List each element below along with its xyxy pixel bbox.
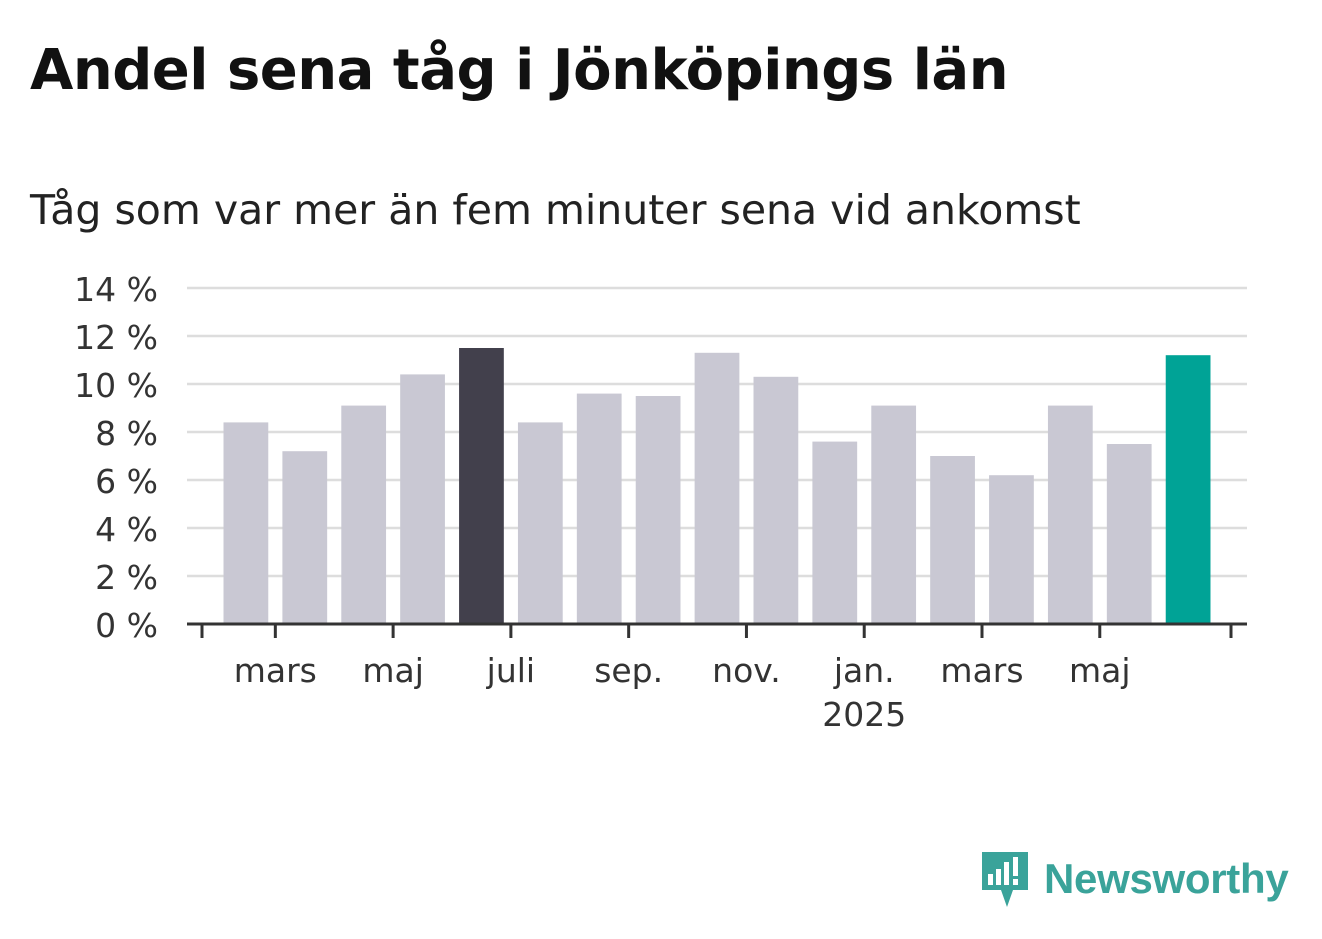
bar-2024-02 bbox=[223, 422, 269, 624]
bar-2024-09 bbox=[635, 396, 681, 624]
x-tick-label: maj bbox=[362, 651, 424, 690]
y-tick-label: 2 % bbox=[95, 558, 158, 597]
brand-logo: Newsworthy bbox=[980, 846, 1289, 912]
bar-2025-06 bbox=[1165, 355, 1211, 624]
x-tick-label: mars bbox=[234, 651, 317, 690]
bar-2024-10 bbox=[694, 352, 740, 624]
bar-2025-02 bbox=[930, 456, 975, 624]
y-tick-label: 8 % bbox=[95, 414, 158, 453]
y-tick-label: 4 % bbox=[95, 510, 158, 549]
bar-2025-03 bbox=[989, 475, 1034, 624]
bar-2024-05 bbox=[400, 374, 445, 624]
chart-title: Andel sena tåg i Jönköpings län bbox=[30, 38, 1009, 103]
y-tick-label: 6 % bbox=[95, 462, 158, 501]
y-tick-label: 10 % bbox=[74, 366, 158, 405]
x-tick-label: sep. bbox=[594, 651, 663, 690]
y-tick-label: 14 % bbox=[74, 270, 158, 309]
bar-2025-04 bbox=[1047, 405, 1093, 624]
bar-2024-08 bbox=[576, 393, 622, 624]
x-axis bbox=[187, 622, 1247, 638]
bar-2024-07 bbox=[517, 422, 563, 624]
bars bbox=[223, 348, 1211, 624]
bar-2025-01 bbox=[871, 405, 917, 624]
x-axis-tick-labels: mars maj juli sep. nov. jan. 2025 mars maj bbox=[234, 651, 1131, 734]
y-tick-label: 0 % bbox=[95, 606, 158, 645]
x-tick-label: maj bbox=[1069, 651, 1131, 690]
bar-2024-11 bbox=[753, 376, 799, 624]
x-tick-label: jan. bbox=[833, 651, 895, 690]
x-tick-year-label: 2025 bbox=[822, 695, 906, 734]
bar-2025-05 bbox=[1106, 444, 1152, 624]
bar-2024-04 bbox=[341, 405, 387, 624]
x-tick-label: juli bbox=[486, 651, 535, 690]
newsworthy-logo-icon bbox=[982, 852, 1028, 907]
bar-chart: 0 % 2 % 4 % 6 % 8 % 10 % 12 % 14 % mars maj juli s… bbox=[74, 270, 1247, 734]
bar-2024-03 bbox=[282, 451, 328, 624]
y-axis-tick-labels: 0 % 2 % 4 % 6 % 8 % 10 % 12 % 14 % bbox=[74, 270, 158, 645]
y-tick-label: 12 % bbox=[74, 318, 158, 357]
x-tick-label: mars bbox=[940, 651, 1023, 690]
x-tick-label: nov. bbox=[712, 651, 781, 690]
bar-2024-06 bbox=[459, 348, 504, 624]
brand-name: Newsworthy bbox=[1044, 855, 1289, 902]
bar-2024-12 bbox=[812, 441, 858, 624]
chart-subtitle: Tåg som var mer än fem minuter sena vid … bbox=[30, 186, 1081, 234]
